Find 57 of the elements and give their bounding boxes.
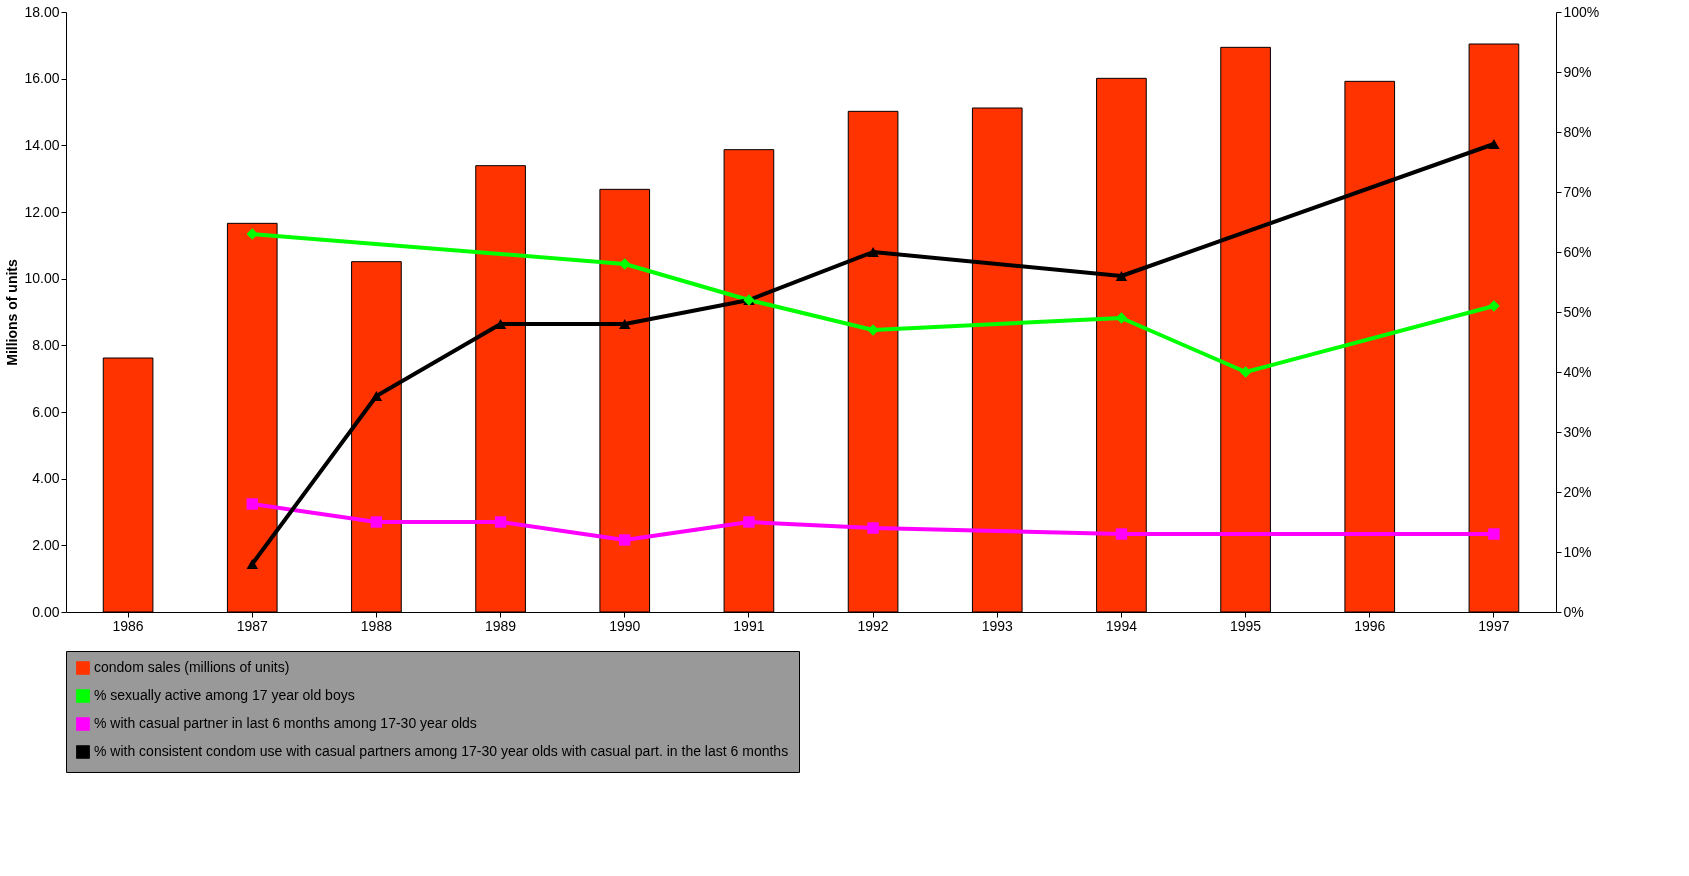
y2-tick-label: 30%: [1563, 423, 1592, 440]
x-tick-label: 1997: [1478, 617, 1510, 634]
y2-tick-label: 0%: [1563, 603, 1584, 620]
x-tick-label: 1996: [1354, 617, 1386, 634]
x-tick-label: 1990: [609, 617, 641, 634]
point: [1115, 271, 1128, 281]
x-tick-label: 1991: [733, 617, 765, 634]
y2-tick-label: 40%: [1563, 363, 1592, 380]
y-tick-label: 6.00: [32, 403, 60, 420]
y-tick-label: 4.00: [32, 470, 60, 487]
point: [246, 559, 258, 569]
y-tick-label: 8.00: [32, 336, 60, 353]
y2-tick-label: 70%: [1563, 183, 1592, 200]
y-tick-label: 0.00: [32, 603, 60, 620]
y-tick-label: 12.00: [24, 203, 60, 220]
y-axis-title: Millions of units: [4, 259, 21, 366]
legend-label: % sexually active among 17 year old boys: [94, 687, 355, 703]
x-tick-label: 1987: [236, 617, 269, 634]
point: [246, 498, 258, 510]
point: [1488, 528, 1500, 540]
point: [867, 522, 879, 534]
y-tick-label: 16.00: [24, 70, 60, 87]
point: [1115, 528, 1128, 540]
point: [619, 319, 631, 329]
point: [1488, 139, 1500, 149]
point: [1488, 300, 1500, 312]
y2-tick-label: 10%: [1563, 543, 1592, 560]
point: [867, 324, 879, 336]
y2-tick-label: 20%: [1563, 483, 1592, 500]
point: [1239, 366, 1252, 378]
x-tick-label: 1995: [1230, 617, 1262, 634]
legend-label: % with consistent condom use with casual partners among 17-30 year olds with casual part. in the last 6 months: [94, 743, 789, 759]
y2-tick-label: 100%: [1563, 3, 1600, 20]
y2-tick-label: 60%: [1563, 243, 1592, 260]
y-tick-label: 10.00: [24, 270, 60, 287]
x-tick-label: 1988: [360, 617, 393, 634]
y-tick-label: 14.00: [24, 136, 60, 153]
y-tick-label: 2.00: [32, 536, 60, 553]
legend-label: condom sales (millions of units): [94, 659, 290, 675]
x-tick-label: 1993: [981, 617, 1014, 634]
x-tick-label: 1989: [485, 617, 517, 634]
point: [743, 516, 755, 528]
legend-label: % with casual partner in last 6 months among 17-30 year olds: [94, 715, 477, 731]
point: [246, 228, 258, 240]
point: [867, 247, 879, 257]
x-tick-label: 1986: [112, 617, 144, 634]
y2-tick-label: 90%: [1563, 63, 1592, 80]
point: [494, 516, 507, 528]
y-tick-label: 18.00: [24, 3, 60, 20]
y2-tick-label: 50%: [1563, 303, 1592, 320]
point: [370, 391, 383, 401]
x-tick-label: 1992: [857, 617, 889, 634]
y2-tick-label: 80%: [1563, 123, 1592, 140]
point: [619, 258, 631, 270]
point: [619, 534, 631, 546]
point: [370, 516, 383, 528]
x-tick-label: 1994: [1105, 617, 1138, 634]
